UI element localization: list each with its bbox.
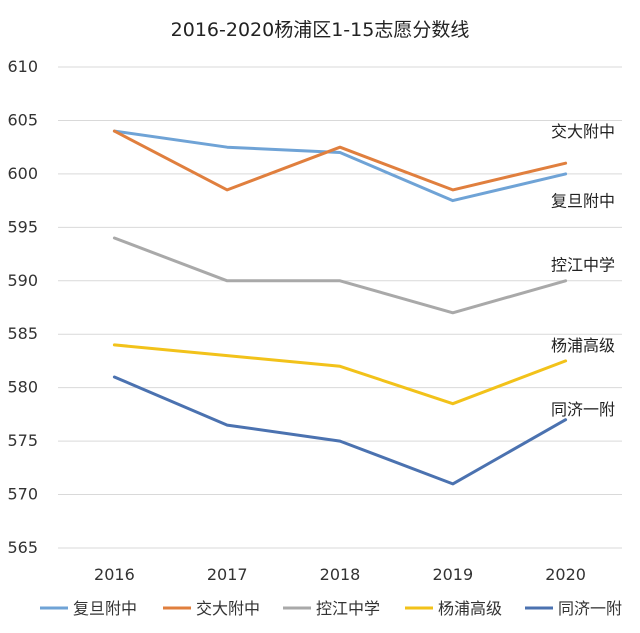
- y-axis-ticks: 565 570 575 580 585 590 595 600 605 610: [7, 57, 38, 557]
- legend-label: 控江中学: [316, 599, 380, 618]
- series-line-3: [112, 236, 568, 315]
- series-line-2: [112, 129, 568, 192]
- x-tick-label: 2019: [432, 565, 473, 584]
- chart-title: 2016-2020杨浦区1-15志愿分数线: [171, 19, 470, 41]
- end-label: 杨浦高级: [551, 336, 615, 355]
- legend: 复旦附中 交大附中 控江中学 杨浦高级 同济一附: [40, 599, 622, 618]
- y-tick-label: 570: [7, 485, 38, 504]
- x-tick-label: 2018: [320, 565, 361, 584]
- x-tick-label: 2017: [207, 565, 248, 584]
- y-tick-label: 585: [7, 324, 38, 343]
- legend-label: 交大附中: [196, 599, 260, 618]
- series-lines: [112, 129, 568, 486]
- legend-label: 杨浦高级: [438, 599, 502, 618]
- x-tick-label: 2016: [94, 565, 135, 584]
- end-label: 交大附中: [551, 122, 615, 141]
- series-line-1: [112, 129, 568, 203]
- series-line-5: [112, 375, 568, 486]
- gridlines: [58, 66, 622, 549]
- legend-label: 同济一附: [558, 599, 622, 618]
- y-tick-label: 600: [7, 164, 38, 183]
- y-tick-label: 610: [7, 57, 38, 76]
- y-tick-label: 575: [7, 431, 38, 450]
- legend-label: 复旦附中: [73, 599, 137, 618]
- x-tick-label: 2020: [545, 565, 586, 584]
- y-tick-label: 595: [7, 217, 38, 236]
- end-label: 同济一附: [551, 400, 615, 419]
- end-label: 复旦附中: [551, 192, 615, 211]
- y-tick-label: 580: [7, 378, 38, 397]
- y-tick-label: 605: [7, 110, 38, 129]
- x-axis-ticks: 2016 2017 2018 2019 2020: [94, 565, 586, 584]
- end-label: 控江中学: [551, 256, 615, 275]
- y-tick-label: 590: [7, 271, 38, 290]
- series-line-4: [112, 343, 568, 406]
- y-tick-label: 565: [7, 538, 38, 557]
